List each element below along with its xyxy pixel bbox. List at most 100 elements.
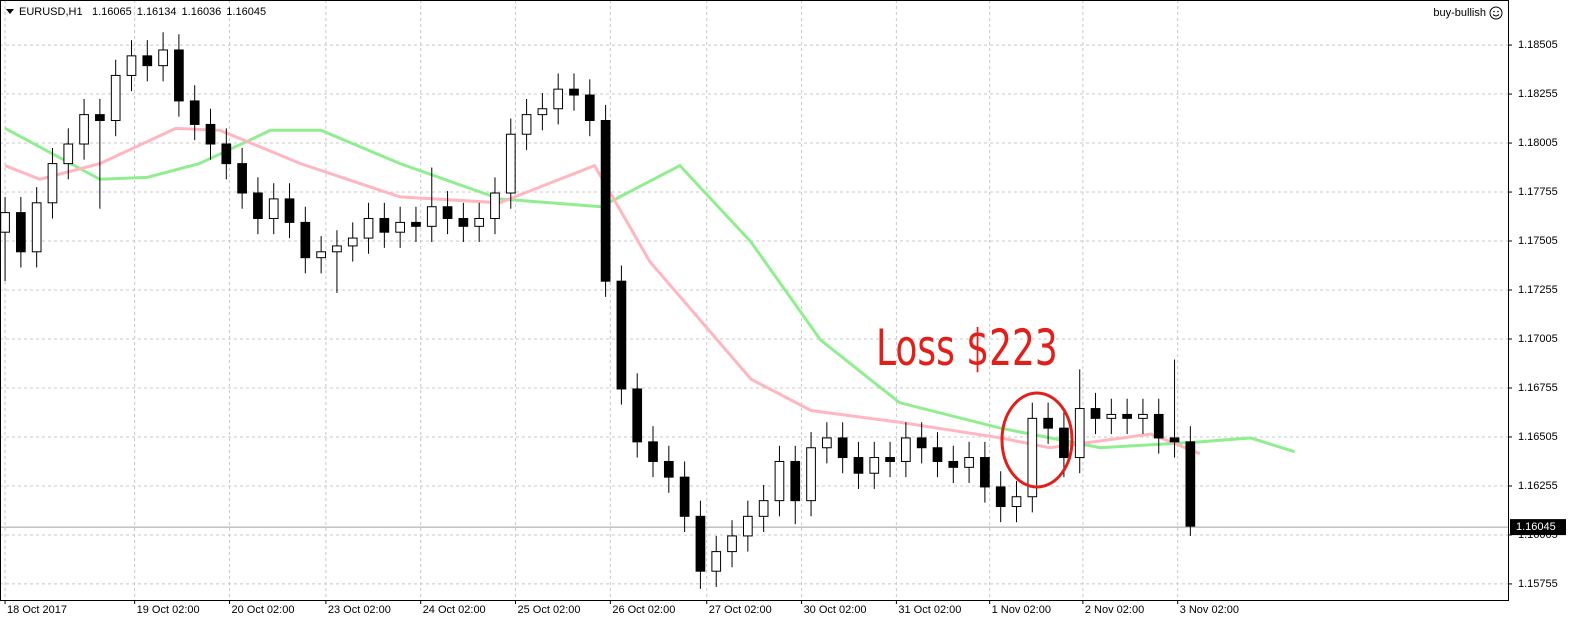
candle-body <box>174 49 184 102</box>
smiley <box>1489 6 1503 20</box>
candle-body <box>126 55 137 76</box>
moving-average <box>4 126 1201 456</box>
candle-body <box>774 460 785 502</box>
candle-body <box>458 217 469 227</box>
header-value: 1.16045 <box>226 6 266 18</box>
candle-body <box>1122 413 1132 419</box>
header-value: 1.16036 <box>182 6 222 18</box>
candle-body <box>853 457 864 474</box>
candle-body <box>980 457 990 488</box>
candle-body <box>221 143 232 165</box>
x-tick-label: 18 Oct 2017 <box>7 604 67 616</box>
ohlc-values: 1.16065 1.16134 1.16036 1.16045 <box>92 6 266 18</box>
candle-body <box>758 500 769 517</box>
candle-body <box>332 245 342 253</box>
y-tick-label: 1.18255 <box>1518 88 1558 100</box>
y-tick-label: 1.17505 <box>1518 235 1558 247</box>
candle-body <box>442 206 453 219</box>
candle-body <box>569 88 579 96</box>
y-tick-label: 1.17005 <box>1518 333 1558 345</box>
candle-body <box>0 212 10 233</box>
candle-body <box>995 486 1006 508</box>
candle-body <box>426 206 437 227</box>
candle-body <box>284 198 295 223</box>
grid <box>0 0 1508 600</box>
candle-body <box>363 217 374 239</box>
candle-body <box>411 221 421 227</box>
candle-body <box>822 437 832 449</box>
x-tick-label: 31 Oct 02:00 <box>898 604 961 616</box>
y-tick-label: 1.16255 <box>1518 480 1558 492</box>
y-tick-label: 1.15755 <box>1518 578 1558 590</box>
candle-body <box>347 237 358 247</box>
candle-body <box>79 114 89 145</box>
candle-body <box>679 476 690 517</box>
candle-body <box>584 94 595 122</box>
candle-body <box>1153 413 1164 439</box>
candle-body <box>142 55 153 67</box>
candle-body <box>869 457 880 474</box>
candle-body <box>1106 413 1117 419</box>
plot-frame <box>0 0 1509 601</box>
x-tick-label: 3 Nov 02:00 <box>1180 604 1239 616</box>
menu-arrow[interactable] <box>6 9 14 14</box>
candle-body <box>253 192 263 219</box>
candle-body <box>1090 408 1101 419</box>
y-tick-label: 1.16755 <box>1518 382 1558 394</box>
x-tick-label: 26 Oct 02:00 <box>612 604 675 616</box>
x-tick-label: 30 Oct 02:00 <box>804 604 867 616</box>
candle-body <box>300 221 311 259</box>
candle-body <box>205 123 216 145</box>
candle-body <box>932 447 943 462</box>
x-tick-label: 20 Oct 02:00 <box>231 604 294 616</box>
candle-body <box>110 74 121 122</box>
candle-body <box>837 437 848 459</box>
candle-body <box>948 460 959 468</box>
current-price-box <box>1510 519 1566 536</box>
x-tick-label: 24 Oct 02:00 <box>423 604 486 616</box>
candle-body <box>16 212 26 253</box>
candle-body <box>1074 408 1085 459</box>
candle-body <box>695 515 706 572</box>
expert-badge: buy-bullish <box>1433 7 1486 19</box>
candle-body <box>395 221 405 233</box>
candle-body <box>474 217 485 227</box>
candle-body <box>1027 417 1038 498</box>
y-tick-label: 1.17255 <box>1518 284 1558 296</box>
header-value: 1.16065 <box>92 6 132 18</box>
candle-body <box>379 217 390 233</box>
candle-body <box>158 49 168 67</box>
current-price-label: 1.16045 <box>1516 521 1556 533</box>
x-tick-label: 27 Oct 02:00 <box>709 604 772 616</box>
candle-body <box>47 163 58 204</box>
symbol: EURUSD,H1 <box>19 6 83 18</box>
candle-body <box>648 441 658 462</box>
candle-body <box>1138 413 1148 419</box>
candle-body <box>742 515 753 537</box>
candle-body <box>901 437 911 462</box>
moving-average <box>4 127 1296 454</box>
y-tick-label: 1.17755 <box>1518 186 1558 198</box>
candle-body <box>727 535 737 553</box>
plot <box>0 32 1296 589</box>
candle-body <box>600 120 611 282</box>
candle-body <box>1169 437 1180 443</box>
candle-body <box>1059 427 1069 459</box>
x-tick-label: 19 Oct 02:00 <box>137 604 200 616</box>
candle-body <box>237 163 247 194</box>
candle-body <box>806 447 816 502</box>
candle-body <box>316 251 326 259</box>
candle-body <box>63 143 74 165</box>
x-tick-label: 23 Oct 02:00 <box>328 604 391 616</box>
y-tick-label: 1.18505 <box>1518 39 1558 51</box>
candle-body <box>711 551 722 572</box>
candle-body <box>885 457 895 462</box>
candle-body <box>537 108 548 116</box>
candle-body <box>616 280 627 390</box>
candle-body <box>189 100 200 125</box>
candle-body <box>505 133 516 194</box>
candle-body <box>1011 496 1022 508</box>
